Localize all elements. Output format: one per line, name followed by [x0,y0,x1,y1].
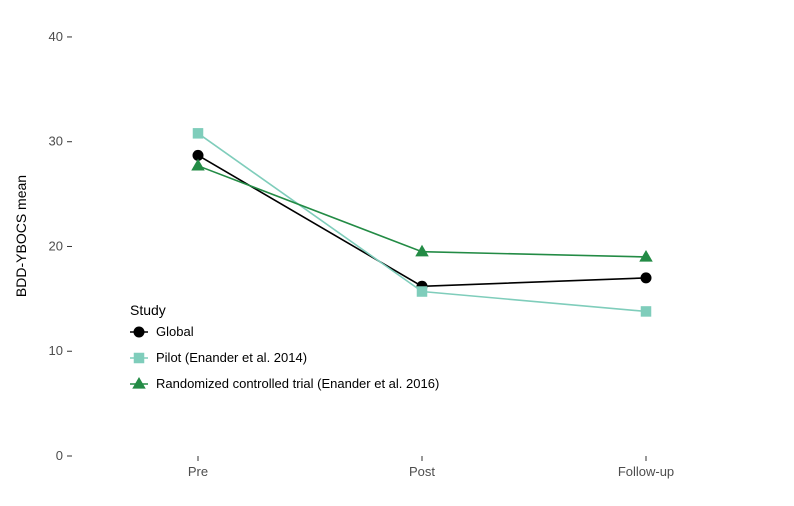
marker-square [641,306,652,317]
x-tick-label: Follow-up [618,464,674,479]
y-tick-label: 40 [49,29,63,44]
marker-square [134,353,145,364]
legend-label: Global [156,324,194,339]
y-tick-label: 20 [49,238,63,253]
y-axis-label: BDD-YBOCS mean [13,175,29,297]
legend-title: Study [130,302,166,318]
legend-row: Pilot (Enander et al. 2014) [130,350,307,365]
y-tick-label: 30 [49,134,63,149]
marker-square [193,128,204,139]
x-tick-label: Post [409,464,435,479]
y-tick-label: 10 [49,343,63,358]
marker-circle [641,272,652,283]
marker-circle [134,327,145,338]
legend-label: Pilot (Enander et al. 2014) [156,350,307,365]
legend-label: Randomized controlled trial (Enander et … [156,376,439,391]
line-chart-svg: 0 10 20 30 40 BDD-YBOCS mean Pre Post Follow-up S… [0,0,794,506]
legend-row: Randomized controlled trial (Enander et … [130,376,439,391]
marker-square [417,286,428,297]
x-tick-label: Pre [188,464,208,479]
chart-container: 0 10 20 30 40 BDD-YBOCS mean Pre Post Follow-up S… [0,0,794,506]
y-tick-label: 0 [56,448,63,463]
